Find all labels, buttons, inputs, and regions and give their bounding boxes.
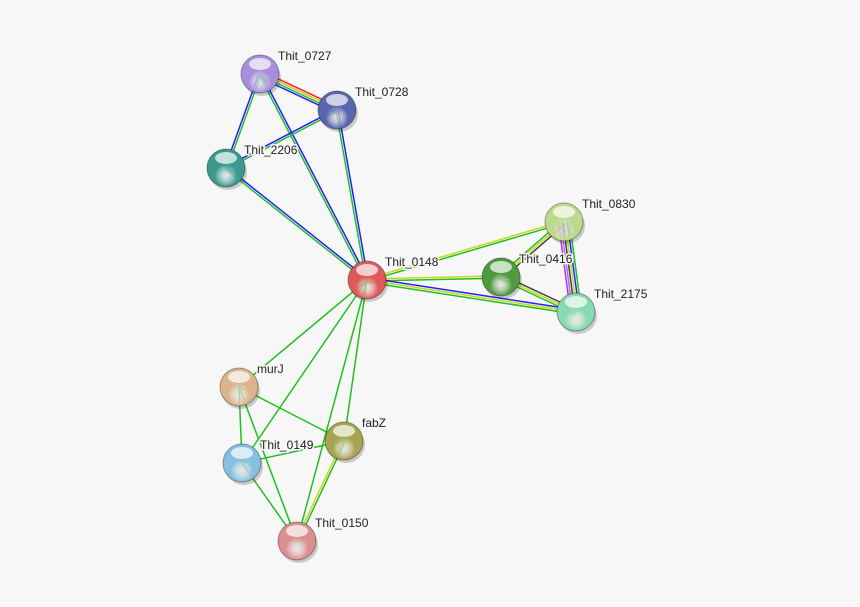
edge-Thit_0727-Thit_0148[interactable] <box>258 73 369 281</box>
edge-Thit_2206-Thit_0148[interactable] <box>224 166 369 282</box>
edge-line <box>366 279 577 313</box>
node-label: fabZ <box>362 416 386 430</box>
edge-line <box>366 281 576 315</box>
node-Thit_2175[interactable]: Thit_2175 <box>556 286 649 334</box>
edge-line <box>226 166 369 280</box>
node-label: Thit_0830 <box>582 197 636 211</box>
edge-line <box>241 279 368 464</box>
node-label: Thit_2175 <box>594 287 648 301</box>
nodes-layer: Thit_0727 Thit_0728 Thit_2206 Thit_0148 Thit… <box>206 48 649 563</box>
node-highlight <box>356 264 378 276</box>
edge-line <box>225 108 337 168</box>
node-label: Thit_0416 <box>519 252 573 266</box>
edge-Thit_0148-Thit_2175[interactable] <box>366 277 577 315</box>
edge-Thit_0148-Thit_0150[interactable] <box>296 279 368 542</box>
node-label: Thit_0728 <box>355 85 409 99</box>
node-highlight <box>553 206 575 218</box>
edge-line <box>337 109 369 280</box>
edge-line <box>367 222 565 282</box>
node-Thit_0830[interactable]: Thit_0830 <box>544 196 637 244</box>
node-label: Thit_0148 <box>385 255 439 269</box>
node-highlight <box>490 261 512 273</box>
node-highlight <box>333 425 355 437</box>
edge-line <box>343 279 368 442</box>
node-Thit_2206[interactable]: Thit_2206 <box>206 142 299 190</box>
edge-Thit_0148-murJ[interactable] <box>238 279 368 388</box>
edge-Thit_0148-Thit_0830[interactable] <box>366 220 565 282</box>
node-label: Thit_0149 <box>260 438 314 452</box>
node-Thit_0727[interactable]: Thit_0727 <box>240 48 333 96</box>
node-label: Thit_0150 <box>315 516 369 530</box>
node-highlight <box>565 296 587 308</box>
node-highlight <box>215 152 237 164</box>
node-Thit_0148[interactable]: Thit_0148 <box>347 254 440 302</box>
edge-line <box>258 74 367 281</box>
node-fabZ[interactable]: fabZ <box>324 415 388 463</box>
edge-line <box>367 277 577 311</box>
edge-line <box>224 168 367 282</box>
edge-Thit_0148-Thit_0149[interactable] <box>241 279 368 464</box>
edge-line <box>238 279 368 388</box>
node-label: Thit_0727 <box>278 49 332 63</box>
node-Thit_0150[interactable]: Thit_0150 <box>277 515 370 563</box>
node-highlight <box>228 371 250 383</box>
edge-line <box>366 220 564 280</box>
edge-Thit_0148-fabZ[interactable] <box>343 279 368 442</box>
edges-layer <box>224 70 583 542</box>
node-highlight <box>231 447 253 459</box>
edge-line <box>238 386 298 542</box>
node-Thit_0149[interactable]: Thit_0149 <box>222 437 315 485</box>
edge-line <box>296 279 368 542</box>
node-highlight <box>249 58 271 70</box>
edge-line <box>226 110 338 170</box>
node-highlight <box>286 525 308 537</box>
edge-line <box>366 275 501 280</box>
node-label: murJ <box>257 362 284 376</box>
node-Thit_0416[interactable]: Thit_0416 <box>481 251 574 299</box>
node-highlight <box>326 94 348 106</box>
node-murJ[interactable]: murJ <box>219 361 285 409</box>
edge-line <box>335 110 367 281</box>
edge-line <box>238 386 345 442</box>
edge-murJ-Thit_0150[interactable] <box>238 386 298 542</box>
node-label: Thit_2206 <box>244 143 298 157</box>
edge-murJ-fabZ[interactable] <box>238 386 345 442</box>
edge-Thit_0728-Thit_2206[interactable] <box>225 108 338 170</box>
edge-Thit_0728-Thit_0148[interactable] <box>335 109 369 281</box>
edge-line <box>260 73 369 280</box>
node-Thit_0728[interactable]: Thit_0728 <box>317 84 410 132</box>
